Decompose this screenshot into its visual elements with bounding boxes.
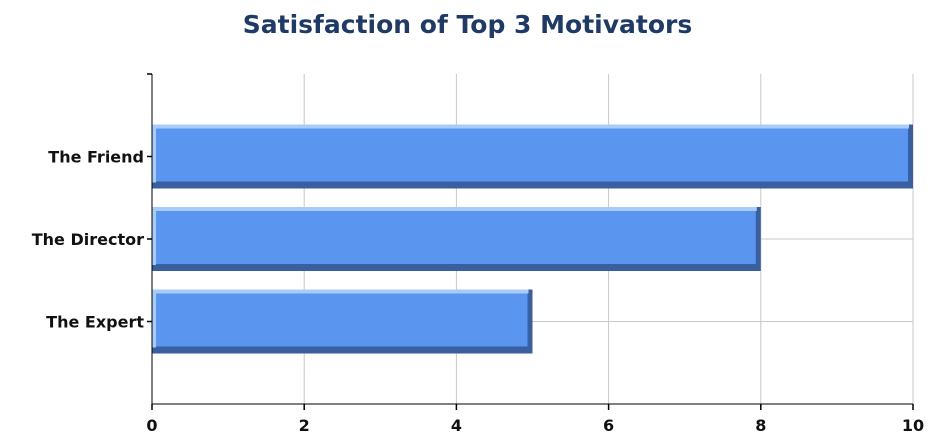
x-tick-label: 10	[902, 416, 924, 435]
x-tick-label: 2	[299, 416, 310, 435]
category-label: The Friend	[48, 148, 144, 167]
x-tick-label: 8	[755, 416, 766, 435]
chart-title: Satisfaction of Top 3 Motivators	[242, 10, 693, 39]
x-tick-label: 4	[451, 416, 462, 435]
bar-the-friend	[152, 124, 913, 189]
x-tick-label: 0	[146, 416, 157, 435]
category-label: The Expert	[46, 313, 144, 332]
bar-the-expert	[152, 289, 533, 354]
x-tick-label: 6	[603, 416, 614, 435]
category-label: The Director	[32, 230, 144, 249]
bar-the-director	[152, 207, 761, 271]
